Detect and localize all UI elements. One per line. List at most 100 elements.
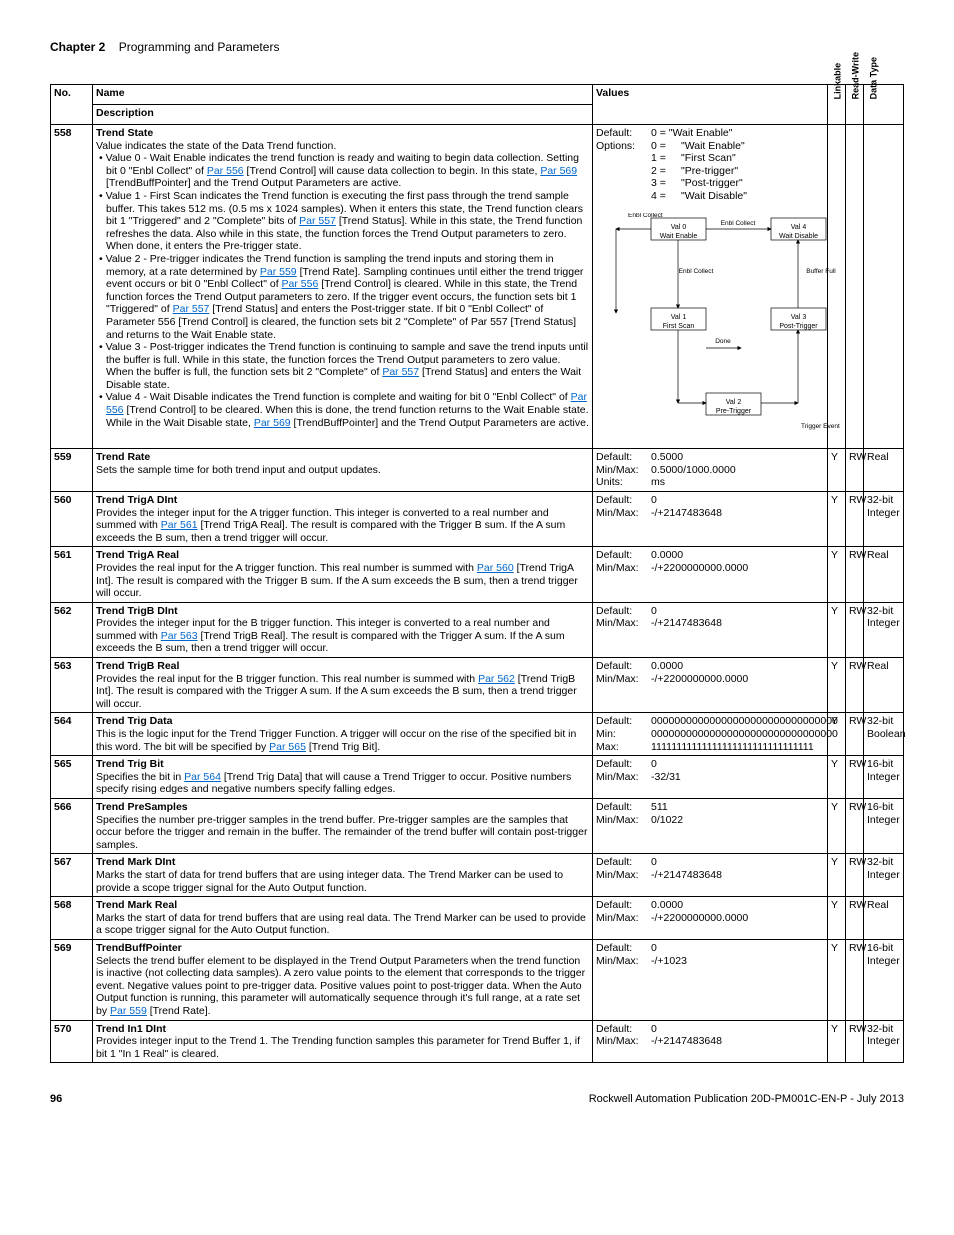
table-row: 559Trend RateSets the sample time for bo…	[51, 449, 904, 492]
param-values: Default:0.0000Min/Max:-/+2200000000.0000	[593, 547, 828, 602]
svg-text:First Scan: First Scan	[663, 323, 695, 330]
svg-text:Val 2: Val 2	[726, 399, 742, 406]
param-values: Default:0Min/Max:-/+2147483648	[593, 854, 828, 897]
param-values: Default:511Min/Max:0/1022	[593, 799, 828, 854]
param-desc: Trend TrigA DIntProvides the integer inp…	[93, 491, 593, 546]
col-values: Values	[593, 85, 828, 125]
svg-text:Wait Enable: Wait Enable	[660, 233, 698, 240]
param-linkable: Y	[828, 799, 846, 854]
param-desc: Trend Trig BitSpecifies the bit in Par 5…	[93, 756, 593, 799]
param-rw: RW	[846, 939, 864, 1020]
table-row: 560Trend TrigA DIntProvides the integer …	[51, 491, 904, 546]
svg-text:Val 4: Val 4	[791, 224, 807, 231]
param-linkable: Y	[828, 602, 846, 657]
param-values: Default:0Min/Max:-/+2147483648	[593, 491, 828, 546]
param-number: 567	[51, 854, 93, 897]
param-rw: RW	[846, 491, 864, 546]
param-number: 561	[51, 547, 93, 602]
param-dtype: Real	[864, 449, 904, 492]
param-number: 559	[51, 449, 93, 492]
param-dtype	[864, 125, 904, 449]
param-values: Default:0.5000Min/Max:0.5000/1000.0000Un…	[593, 449, 828, 492]
param-number: 558	[51, 125, 93, 449]
param-linkable: Y	[828, 658, 846, 713]
svg-text:Val 3: Val 3	[791, 314, 807, 321]
svg-text:Enbl Collect: Enbl Collect	[679, 268, 714, 275]
param-number: 566	[51, 799, 93, 854]
table-row: 565Trend Trig BitSpecifies the bit in Pa…	[51, 756, 904, 799]
param-linkable: Y	[828, 449, 846, 492]
param-desc: Trend Trig DataThis is the logic input f…	[93, 713, 593, 756]
table-row: 562Trend TrigB DIntProvides the integer …	[51, 602, 904, 657]
param-desc: Trend StateValue indicates the state of …	[93, 125, 593, 449]
param-values: Default:0 = "Wait Enable"Options:0 ="Wai…	[593, 125, 828, 449]
svg-text:Val 1: Val 1	[671, 314, 687, 321]
param-dtype: 16-bit Integer	[864, 799, 904, 854]
param-linkable: Y	[828, 491, 846, 546]
param-values: Default:0.0000Min/Max:-/+2200000000.0000	[593, 897, 828, 940]
param-number: 562	[51, 602, 93, 657]
svg-text:Val 0: Val 0	[671, 224, 687, 231]
svg-text:Buffer Full: Buffer Full	[806, 268, 836, 275]
param-linkable: Y	[828, 897, 846, 940]
param-rw: RW	[846, 799, 864, 854]
col-rw: Read-Write	[846, 85, 864, 125]
col-dtype: Data Type	[864, 85, 904, 125]
param-desc: Trend TrigB RealProvides the real input …	[93, 658, 593, 713]
page-number: 96	[50, 1093, 62, 1105]
table-row: 561Trend TrigA RealProvides the real inp…	[51, 547, 904, 602]
param-dtype: 16-bit Integer	[864, 756, 904, 799]
param-values: Default:00000000000000000000000000000000…	[593, 713, 828, 756]
param-rw: RW	[846, 1020, 864, 1063]
svg-text:Trigger Event: Trigger Event	[801, 423, 840, 430]
param-values: Default:0Min/Max:-32/31	[593, 756, 828, 799]
param-dtype: Real	[864, 897, 904, 940]
param-rw: RW	[846, 658, 864, 713]
param-rw: RW	[846, 449, 864, 492]
param-dtype: Real	[864, 547, 904, 602]
param-dtype: 32-bit Integer	[864, 602, 904, 657]
param-number: 570	[51, 1020, 93, 1063]
param-desc: Trend Mark DIntMarks the start of data f…	[93, 854, 593, 897]
param-dtype: Real	[864, 658, 904, 713]
chapter-title: Programming and Parameters	[119, 40, 280, 54]
table-row: 569TrendBuffPointerSelects the trend buf…	[51, 939, 904, 1020]
svg-text:Wait Disable: Wait Disable	[779, 233, 818, 240]
svg-text:Done: Done	[715, 338, 731, 345]
table-row: 570Trend In1 DIntProvides integer input …	[51, 1020, 904, 1063]
param-values: Default:0.0000Min/Max:-/+2200000000.0000	[593, 658, 828, 713]
page-footer: 96 Rockwell Automation Publication 20D-P…	[50, 1093, 904, 1105]
param-desc: Trend Mark RealMarks the start of data f…	[93, 897, 593, 940]
col-desc: Description	[93, 105, 593, 125]
state-diagram: Val 0 Wait Enable Val 4 Wait Disable Enbl …	[606, 213, 856, 443]
param-desc: TrendBuffPointerSelects the trend buffer…	[93, 939, 593, 1020]
param-number: 560	[51, 491, 93, 546]
svg-text:Pre-Trigger: Pre-Trigger	[716, 408, 752, 415]
param-linkable: Y	[828, 1020, 846, 1063]
parameter-table: No. Name Values Linkable Read-Write Data…	[50, 84, 904, 1063]
param-values: Default:0Min/Max:-/+2147483648	[593, 1020, 828, 1063]
svg-text:Post-Trigger: Post-Trigger	[779, 323, 818, 330]
param-rw: RW	[846, 547, 864, 602]
chapter-header: Chapter 2 Programming and Parameters	[50, 40, 904, 54]
param-desc: Trend RateSets the sample time for both …	[93, 449, 593, 492]
table-row: 564Trend Trig DataThis is the logic inpu…	[51, 713, 904, 756]
table-row: 558Trend StateValue indicates the state …	[51, 125, 904, 449]
param-dtype: 32-bit Integer	[864, 854, 904, 897]
param-dtype: 32-bit Integer	[864, 1020, 904, 1063]
param-rw: RW	[846, 854, 864, 897]
param-desc: Trend In1 DIntProvides integer input to …	[93, 1020, 593, 1063]
param-number: 563	[51, 658, 93, 713]
table-row: 568Trend Mark RealMarks the start of dat…	[51, 897, 904, 940]
param-desc: Trend TrigB DIntProvides the integer inp…	[93, 602, 593, 657]
param-rw: RW	[846, 756, 864, 799]
param-linkable: Y	[828, 756, 846, 799]
param-desc: Trend PreSamplesSpecifies the number pre…	[93, 799, 593, 854]
param-number: 568	[51, 897, 93, 940]
col-name: Name	[93, 85, 593, 105]
table-row: 567Trend Mark DIntMarks the start of dat…	[51, 854, 904, 897]
param-dtype: 32-bit Integer	[864, 491, 904, 546]
param-rw: RW	[846, 897, 864, 940]
param-values: Default:0Min/Max:-/+2147483648	[593, 602, 828, 657]
param-number: 564	[51, 713, 93, 756]
